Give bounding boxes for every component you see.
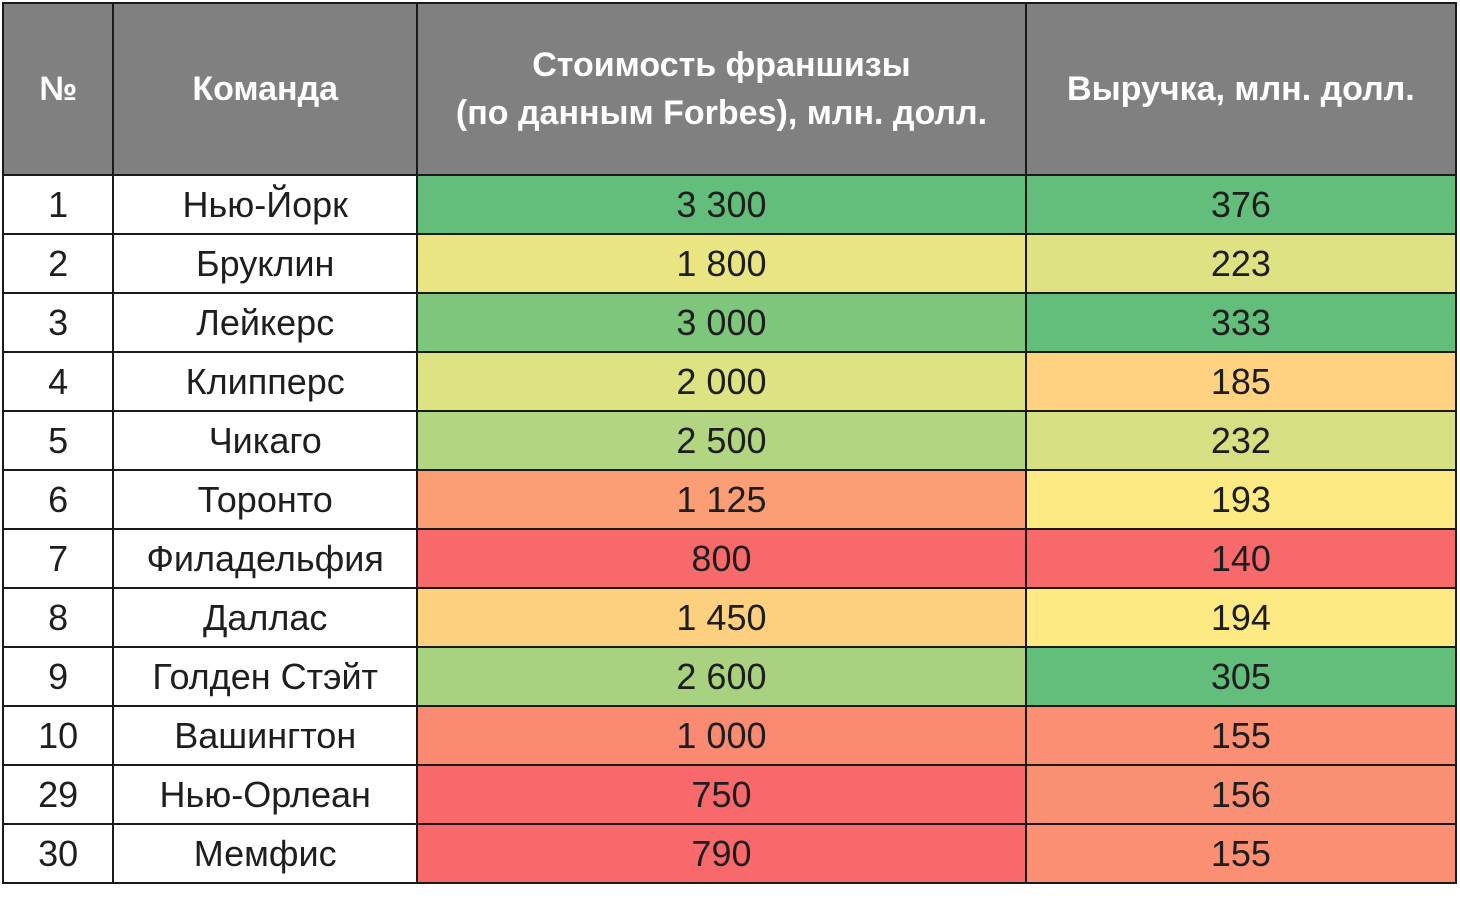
cell-num: 30 (1, 823, 115, 884)
cell-revenue: 194 (1024, 587, 1458, 648)
cell-franchise-value: 790 (416, 823, 1027, 884)
cell-revenue: 185 (1024, 351, 1458, 412)
table-row: 10 Вашингтон 1 000 155 (1, 705, 1458, 766)
cell-team: Бруклин (112, 233, 419, 294)
cell-revenue: 333 (1024, 292, 1458, 353)
franchise-value-table: № Команда Стоимость франшизы (по данным … (1, 2, 1458, 884)
cell-team: Торонто (112, 469, 419, 530)
header-franchise-value-line1: Стоимость франшизы (532, 46, 911, 84)
cell-franchise-value: 1 800 (416, 233, 1027, 294)
table-row: 4 Клипперс 2 000 185 (1, 351, 1458, 412)
header-num: № (1, 2, 115, 176)
table-row: 8 Даллас 1 450 194 (1, 587, 1458, 648)
table-row: 29 Нью-Орлеан 750 156 (1, 764, 1458, 825)
cell-team: Мемфис (112, 823, 419, 884)
cell-franchise-value: 2 000 (416, 351, 1027, 412)
cell-franchise-value: 3 300 (416, 174, 1027, 235)
cell-num: 2 (1, 233, 115, 294)
cell-team: Лейкерс (112, 292, 419, 353)
cell-franchise-value: 800 (416, 528, 1027, 589)
cell-team: Нью-Орлеан (112, 764, 419, 825)
cell-num: 9 (1, 646, 115, 707)
table-row: 3 Лейкерс 3 000 333 (1, 292, 1458, 353)
cell-revenue: 376 (1024, 174, 1458, 235)
cell-franchise-value: 2 600 (416, 646, 1027, 707)
cell-num: 10 (1, 705, 115, 766)
cell-revenue: 155 (1024, 823, 1458, 884)
table-row: 9 Голден Стэйт 2 600 305 (1, 646, 1458, 707)
cell-franchise-value: 1 450 (416, 587, 1027, 648)
table-row: 2 Бруклин 1 800 223 (1, 233, 1458, 294)
header-revenue: Выручка, млн. долл. (1024, 2, 1458, 176)
table-row: 5 Чикаго 2 500 232 (1, 410, 1458, 471)
cell-revenue: 156 (1024, 764, 1458, 825)
cell-num: 4 (1, 351, 115, 412)
table-body: 1 Нью-Йорк 3 300 376 2 Бруклин 1 800 223 3 Лейкер… (1, 174, 1458, 884)
cell-team: Вашингтон (112, 705, 419, 766)
cell-team: Голден Стэйт (112, 646, 419, 707)
cell-team: Нью-Йорк (112, 174, 419, 235)
cell-num: 8 (1, 587, 115, 648)
table-row: 30 Мемфис 790 155 (1, 823, 1458, 884)
table-row: 7 Филадельфия 800 140 (1, 528, 1458, 589)
cell-revenue: 305 (1024, 646, 1458, 707)
header-franchise-value-line2: (по данным Forbes), млн. долл. (455, 94, 988, 132)
cell-franchise-value: 3 000 (416, 292, 1027, 353)
cell-revenue: 140 (1024, 528, 1458, 589)
cell-team: Клипперс (112, 351, 419, 412)
table-row: 6 Торонто 1 125 193 (1, 469, 1458, 530)
cell-revenue: 232 (1024, 410, 1458, 471)
cell-franchise-value: 1 125 (416, 469, 1027, 530)
cell-team: Даллас (112, 587, 419, 648)
header-row: № Команда Стоимость франшизы (по данным … (1, 2, 1458, 176)
header-team: Команда (112, 2, 419, 176)
cell-revenue: 155 (1024, 705, 1458, 766)
cell-num: 6 (1, 469, 115, 530)
cell-franchise-value: 750 (416, 764, 1027, 825)
cell-team: Филадельфия (112, 528, 419, 589)
cell-num: 7 (1, 528, 115, 589)
cell-franchise-value: 2 500 (416, 410, 1027, 471)
cell-num: 29 (1, 764, 115, 825)
cell-num: 3 (1, 292, 115, 353)
cell-revenue: 193 (1024, 469, 1458, 530)
header-franchise-value: Стоимость франшизы (по данным Forbes), м… (416, 2, 1027, 176)
cell-franchise-value: 1 000 (416, 705, 1027, 766)
table-row: 1 Нью-Йорк 3 300 376 (1, 174, 1458, 235)
cell-num: 1 (1, 174, 115, 235)
cell-num: 5 (1, 410, 115, 471)
cell-team: Чикаго (112, 410, 419, 471)
cell-revenue: 223 (1024, 233, 1458, 294)
